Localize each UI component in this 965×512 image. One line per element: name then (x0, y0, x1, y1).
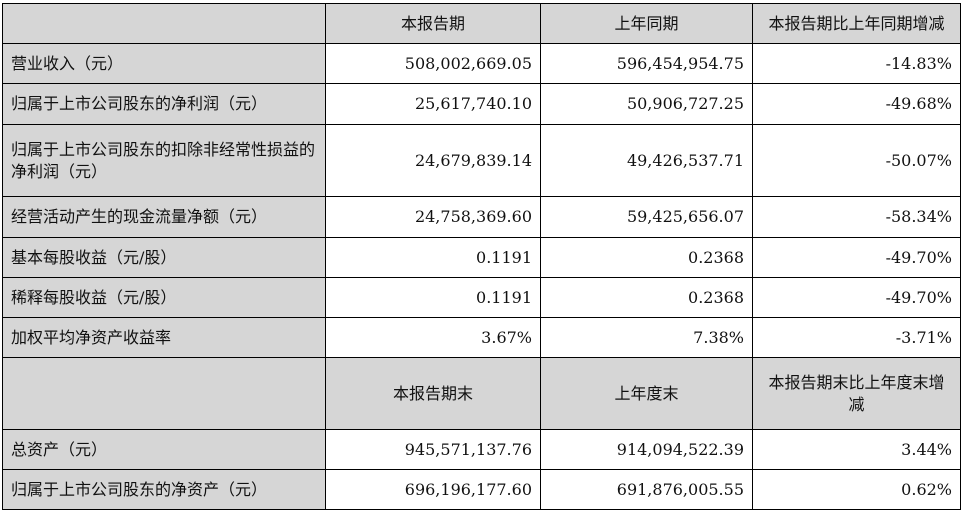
header-prior-year-period: 上年同期 (540, 3, 753, 44)
header-row-period: 本报告期 上年同期 本报告期比上年同期增减 (2, 3, 961, 44)
prior-value: 0.2368 (540, 237, 753, 278)
change-value: -49.70% (752, 237, 961, 278)
table-row: 营业收入（元） 508,002,669.05 596,454,954.75 -1… (2, 43, 961, 84)
row-label: 归属于上市公司股东的净利润（元） (2, 83, 326, 125)
table-row: 加权平均净资产收益率 3.67% 7.38% -3.71% (2, 317, 961, 358)
table-row: 归属于上市公司股东的净利润（元） 25,617,740.10 50,906,72… (2, 83, 961, 125)
change-value: -49.68% (752, 83, 961, 125)
header-current-period-end: 本报告期末 (325, 357, 541, 430)
prior-value: 596,454,954.75 (540, 43, 753, 84)
header-period-change: 本报告期比上年同期增减 (752, 3, 961, 44)
table-row: 基本每股收益（元/股） 0.1191 0.2368 -49.70% (2, 237, 961, 278)
header-period-end-change: 本报告期末比上年度末增减 (752, 357, 961, 430)
current-value: 24,679,839.14 (325, 124, 541, 197)
row-label: 基本每股收益（元/股） (2, 237, 326, 278)
change-value: -14.83% (752, 43, 961, 84)
prior-value: 49,426,537.71 (540, 124, 753, 197)
row-label: 总资产（元） (2, 429, 326, 470)
key-financial-data-table: 本报告期 上年同期 本报告期比上年同期增减 营业收入（元） 508,002,66… (2, 3, 961, 510)
prior-value: 691,876,005.55 (540, 469, 753, 510)
financial-summary: 本报告期 上年同期 本报告期比上年同期增减 营业收入（元） 508,002,66… (2, 3, 961, 510)
current-value: 945,571,137.76 (325, 429, 541, 470)
row-label: 归属于上市公司股东的净资产（元） (2, 469, 326, 510)
current-value: 696,196,177.60 (325, 469, 541, 510)
current-value: 0.1191 (325, 237, 541, 278)
row-label: 稀释每股收益（元/股） (2, 277, 326, 318)
change-value: -58.34% (752, 196, 961, 238)
change-value: -3.71% (752, 317, 961, 358)
current-value: 25,617,740.10 (325, 83, 541, 125)
table-row: 稀释每股收益（元/股） 0.1191 0.2368 -49.70% (2, 277, 961, 318)
prior-value: 914,094,522.39 (540, 429, 753, 470)
table-row: 归属于上市公司股东的扣除非经常性损益的净利润（元） 24,679,839.14 … (2, 124, 961, 197)
header-blank-cell (2, 3, 326, 44)
prior-value: 7.38% (540, 317, 753, 358)
prior-value: 59,425,656.07 (540, 196, 753, 238)
row-label: 营业收入（元） (2, 43, 326, 84)
change-value: 3.44% (752, 429, 961, 470)
header-row-period-end: 本报告期末 上年度末 本报告期末比上年度末增减 (2, 357, 961, 430)
change-value: 0.62% (752, 469, 961, 510)
prior-value: 0.2368 (540, 277, 753, 318)
prior-value: 50,906,727.25 (540, 83, 753, 125)
row-label: 经营活动产生的现金流量净额（元） (2, 196, 326, 238)
table-row: 经营活动产生的现金流量净额（元） 24,758,369.60 59,425,65… (2, 196, 961, 238)
row-label: 归属于上市公司股东的扣除非经常性损益的净利润（元） (2, 124, 326, 197)
table-row: 总资产（元） 945,571,137.76 914,094,522.39 3.4… (2, 429, 961, 470)
change-value: -50.07% (752, 124, 961, 197)
current-value: 508,002,669.05 (325, 43, 541, 84)
row-label: 加权平均净资产收益率 (2, 317, 326, 358)
current-value: 24,758,369.60 (325, 196, 541, 238)
header-current-period: 本报告期 (325, 3, 541, 44)
current-value: 3.67% (325, 317, 541, 358)
change-value: -49.70% (752, 277, 961, 318)
table-row: 归属于上市公司股东的净资产（元） 696,196,177.60 691,876,… (2, 469, 961, 510)
header-prior-year-end: 上年度末 (540, 357, 753, 430)
header-blank-cell (2, 357, 326, 430)
current-value: 0.1191 (325, 277, 541, 318)
